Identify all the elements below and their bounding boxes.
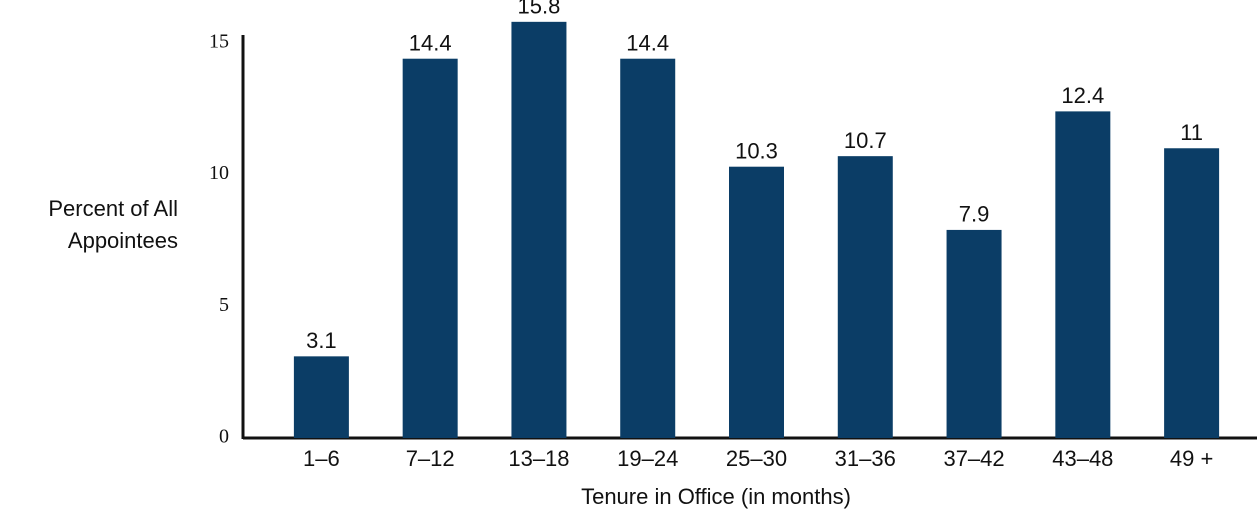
bar bbox=[1164, 148, 1220, 438]
value-label: 11 bbox=[1180, 120, 1203, 145]
y-tick-label: 10 bbox=[209, 162, 229, 184]
x-tick-label: 43–48 bbox=[1052, 446, 1113, 471]
y-tick-label: 5 bbox=[219, 294, 229, 316]
x-tick-label: 49 + bbox=[1170, 446, 1213, 471]
bar bbox=[293, 356, 349, 438]
value-label: 15.8 bbox=[518, 0, 561, 19]
x-tick-label: 19–24 bbox=[617, 446, 678, 471]
value-label: 14.4 bbox=[626, 31, 669, 56]
bar bbox=[402, 58, 458, 439]
y-tick-label: 15 bbox=[209, 30, 229, 52]
value-label: 14.4 bbox=[409, 31, 452, 56]
bar bbox=[729, 166, 784, 438]
x-tick-label: 13–18 bbox=[508, 446, 569, 471]
bar bbox=[946, 229, 1002, 438]
value-label: 7.9 bbox=[959, 202, 990, 227]
bar bbox=[837, 156, 893, 438]
x-axis-label: Tenure in Office (in months) bbox=[581, 484, 851, 509]
value-label: 10.7 bbox=[844, 128, 887, 153]
value-label: 3.1 bbox=[306, 328, 337, 353]
x-tick-label: 1–6 bbox=[303, 446, 340, 471]
value-label: 12.4 bbox=[1061, 83, 1104, 108]
x-tick-label: 37–42 bbox=[943, 446, 1004, 471]
value-label: 10.3 bbox=[735, 139, 778, 164]
x-tick-label: 31–36 bbox=[835, 446, 896, 471]
bar bbox=[511, 21, 567, 438]
y-axis-label: Percent of All bbox=[48, 196, 178, 221]
x-tick-label: 25–30 bbox=[726, 446, 787, 471]
y-axis-label: Appointees bbox=[68, 228, 178, 253]
bar bbox=[1055, 111, 1111, 438]
bar bbox=[620, 58, 676, 439]
x-tick-label: 7–12 bbox=[406, 446, 455, 471]
y-tick-label: 0 bbox=[219, 426, 229, 448]
